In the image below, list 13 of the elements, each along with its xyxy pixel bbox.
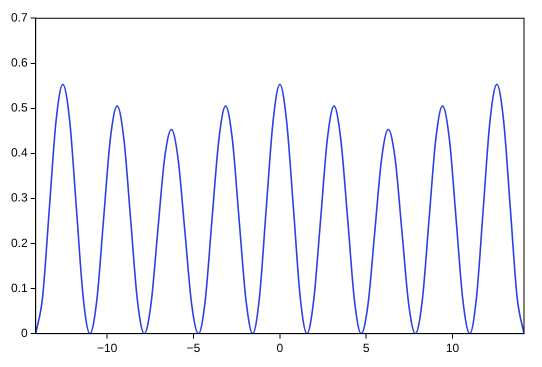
y-tick-label: 0.1 — [10, 280, 28, 295]
x-tick-label: 5 — [362, 341, 370, 356]
x-tick-label: −10 — [96, 341, 118, 356]
y-tick-label: 0.7 — [10, 10, 28, 25]
x-tick-label: 0 — [276, 341, 284, 356]
y-tick-label: 0.2 — [10, 236, 28, 250]
y-tick-label: 0 — [20, 326, 28, 340]
y-tick-label: 0.4 — [10, 146, 28, 160]
x-tick-label: 10 — [446, 341, 460, 356]
x-tick-label: −5 — [186, 341, 201, 356]
y-tick-label: 0.3 — [10, 190, 28, 205]
y-tick-label: 0.5 — [10, 100, 28, 115]
y-tick-label: 0.6 — [10, 56, 28, 70]
